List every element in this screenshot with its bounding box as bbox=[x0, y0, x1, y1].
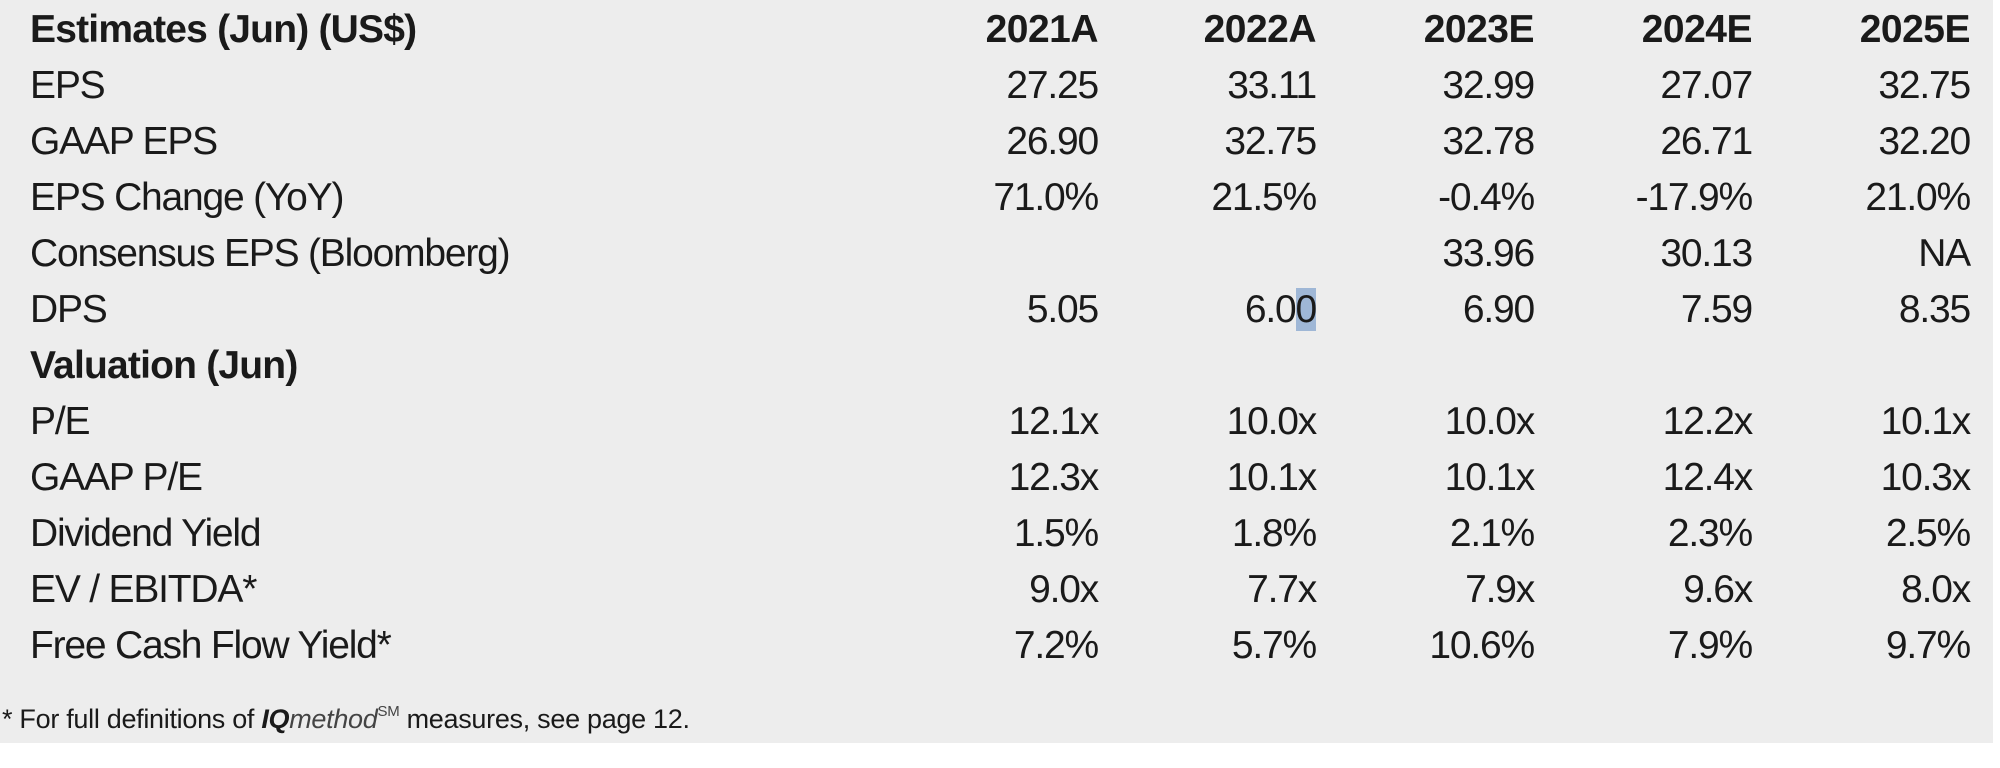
table-cell: 7.9x bbox=[1465, 568, 1535, 611]
table-cell: 6.90 bbox=[1462, 288, 1535, 331]
table-cell: 12.4x bbox=[1662, 456, 1754, 499]
table-title: Estimates (Jun) (US$) bbox=[30, 8, 417, 51]
row-label: DPS bbox=[30, 288, 108, 331]
section-header-row: Valuation (Jun) bbox=[0, 338, 1970, 394]
service-mark: SM bbox=[377, 703, 400, 720]
table-cell: 1.5% bbox=[1013, 512, 1099, 555]
table-cell bbox=[1098, 226, 1316, 282]
table-cell: 2.1% bbox=[1449, 512, 1535, 555]
table-cell: 10.0x bbox=[1226, 400, 1318, 443]
table-cell: 10.1x bbox=[1226, 456, 1318, 499]
table-cell: 32.20 bbox=[1878, 120, 1971, 163]
footnote-prefix: * For full definitions of bbox=[2, 704, 262, 734]
year-header: 2025E bbox=[1859, 8, 1971, 51]
table-cell: 7.9% bbox=[1667, 624, 1753, 667]
table-cell: 33.96 bbox=[1442, 232, 1535, 275]
table-cell: 12.2x bbox=[1662, 400, 1754, 443]
text-selection-highlight[interactable]: 0 bbox=[1295, 288, 1317, 331]
table-cell: 71.0% bbox=[993, 176, 1099, 219]
table-row: EPS 27.25 33.11 32.99 27.07 32.75 bbox=[0, 58, 1971, 114]
table-row: EV / EBITDA* 9.0x 7.7x 7.9x 9.6x 8.0x bbox=[0, 562, 1971, 618]
table-cell: 26.71 bbox=[1660, 120, 1753, 163]
table-cell: 30.13 bbox=[1660, 232, 1753, 275]
table-cell: 9.6x bbox=[1683, 568, 1753, 611]
table-row: Dividend Yield 1.5% 1.8% 2.1% 2.3% 2.5% bbox=[0, 506, 1971, 562]
table-cell: 32.78 bbox=[1442, 120, 1535, 163]
year-header: 2023E bbox=[1423, 8, 1535, 51]
table-cell: 32.99 bbox=[1442, 64, 1535, 107]
table-cell: 9.7% bbox=[1885, 624, 1971, 667]
row-label: EV / EBITDA* bbox=[30, 568, 257, 611]
valuation-heading: Valuation (Jun) bbox=[30, 344, 298, 387]
row-label: P/E bbox=[30, 400, 90, 443]
table-cell: 1.8% bbox=[1231, 512, 1317, 555]
table-cell: 27.07 bbox=[1660, 64, 1753, 107]
table-cell: 7.7x bbox=[1247, 568, 1317, 611]
row-label: Free Cash Flow Yield* bbox=[30, 624, 392, 667]
table-cell: 8.0x bbox=[1901, 568, 1971, 611]
table-cell: 32.75 bbox=[1224, 120, 1317, 163]
row-label: GAAP P/E bbox=[30, 456, 203, 499]
table-cell: 27.25 bbox=[1006, 64, 1099, 107]
table-cell: 5.05 bbox=[1026, 288, 1099, 331]
row-label: GAAP EPS bbox=[30, 120, 218, 163]
row-label: Consensus EPS (Bloomberg) bbox=[30, 232, 511, 275]
table-cell: 7.2% bbox=[1013, 624, 1099, 667]
row-label: EPS Change (YoY) bbox=[30, 176, 344, 219]
footnote-suffix: measures, see page 12. bbox=[399, 704, 690, 734]
table-row: Consensus EPS (Bloomberg) 33.96 30.13 NA bbox=[0, 226, 1971, 282]
table-row: P/E 12.1x 10.0x 10.0x 12.2x 10.1x bbox=[0, 394, 1972, 450]
table-cell: -0.4% bbox=[1438, 176, 1535, 219]
table-row: GAAP P/E 12.3x 10.1x 10.1x 12.4x 10.3x bbox=[0, 450, 1972, 506]
method-brand: method bbox=[289, 704, 378, 734]
estimates-panel: Estimates (Jun) (US$) 2021A 2022A 2023E … bbox=[0, 0, 1993, 743]
table-cell: 12.1x bbox=[1008, 400, 1100, 443]
year-header: 2024E bbox=[1641, 8, 1753, 51]
cell-text: 6.0 bbox=[1244, 288, 1297, 331]
table-cell-with-selection[interactable]: 6.00 bbox=[1098, 282, 1317, 338]
table-cell: 33.11 bbox=[1227, 64, 1317, 107]
estimates-table: Estimates (Jun) (US$) 2021A 2022A 2023E … bbox=[0, 2, 1972, 674]
table-cell: 10.0x bbox=[1444, 400, 1536, 443]
table-cell: 9.0x bbox=[1029, 568, 1099, 611]
table-cell: -17.9% bbox=[1635, 176, 1754, 219]
table-cell: 21.0% bbox=[1865, 176, 1971, 219]
table-cell: 2.5% bbox=[1885, 512, 1971, 555]
table-cell: 12.3x bbox=[1008, 456, 1100, 499]
year-header: 2022A bbox=[1203, 8, 1317, 51]
iq-brand: IQ bbox=[261, 704, 290, 734]
table-cell: 10.1x bbox=[1444, 456, 1536, 499]
table-cell: 26.90 bbox=[1006, 120, 1099, 163]
table-cell: 10.3x bbox=[1880, 456, 1972, 499]
table-row: EPS Change (YoY) 71.0% 21.5% -0.4% -17.9… bbox=[0, 170, 1971, 226]
table-cell: 10.1x bbox=[1880, 400, 1972, 443]
row-label: EPS bbox=[30, 64, 106, 107]
table-cell: 7.59 bbox=[1680, 288, 1753, 331]
table-cell: 5.7% bbox=[1231, 624, 1317, 667]
table-row: GAAP EPS 26.90 32.75 32.78 26.71 32.20 bbox=[0, 114, 1971, 170]
table-row: DPS 5.05 6.00 6.90 7.59 8.35 bbox=[0, 282, 1971, 338]
table-row: Free Cash Flow Yield* 7.2% 5.7% 10.6% 7.… bbox=[0, 618, 1971, 674]
table-cell: 32.75 bbox=[1878, 64, 1971, 107]
table-cell: NA bbox=[1918, 232, 1971, 275]
table-cell: 21.5% bbox=[1211, 176, 1317, 219]
table-cell: 2.3% bbox=[1667, 512, 1753, 555]
footnote: * For full definitions of IQmethodSM mea… bbox=[2, 692, 690, 739]
table-cell: 10.6% bbox=[1429, 624, 1535, 667]
year-header: 2021A bbox=[985, 8, 1099, 51]
table-cell: 8.35 bbox=[1898, 288, 1971, 331]
row-label: Dividend Yield bbox=[30, 512, 262, 555]
header-row: Estimates (Jun) (US$) 2021A 2022A 2023E … bbox=[0, 2, 1971, 58]
table-cell bbox=[880, 226, 1098, 282]
